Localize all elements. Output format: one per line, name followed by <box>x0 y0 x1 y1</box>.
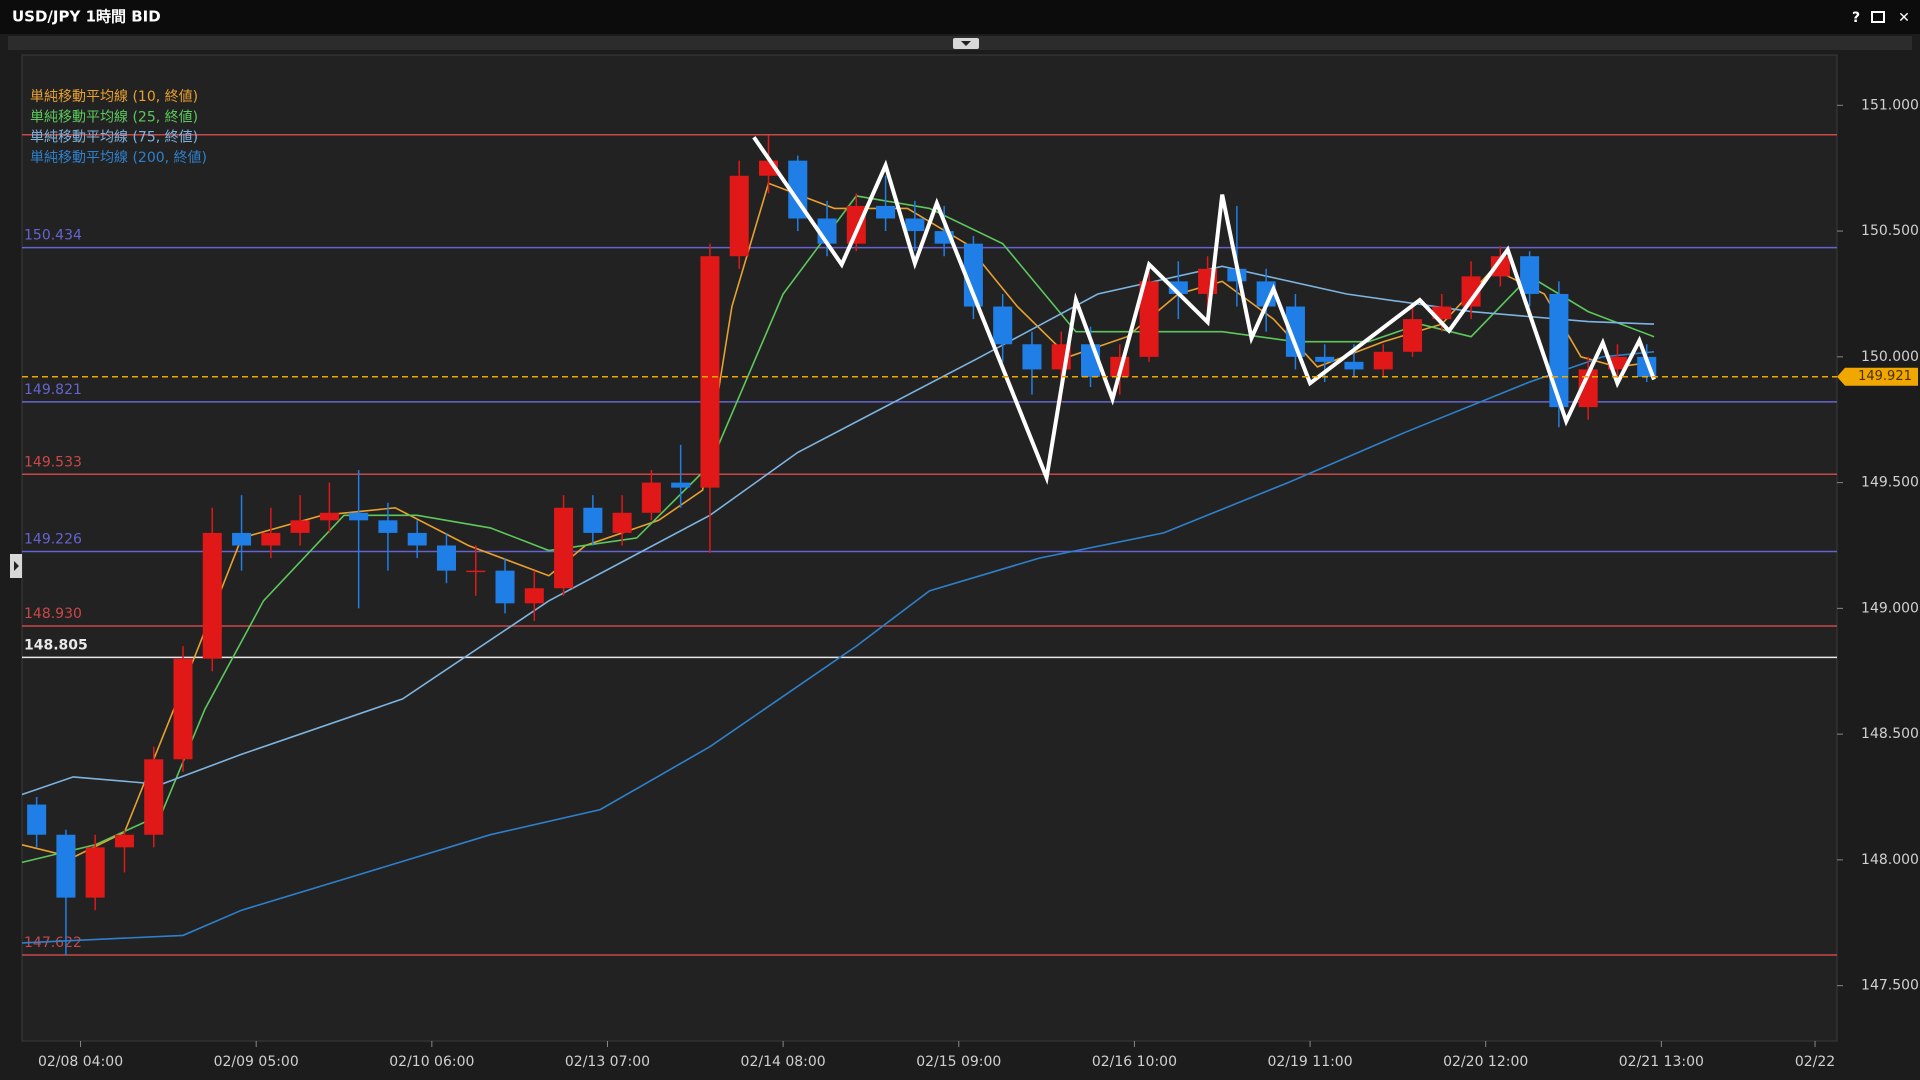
level-label: 148.930 <box>24 606 82 622</box>
x-tick-label: 02/13 07:00 <box>565 1054 650 1070</box>
help-button[interactable]: ? <box>1852 10 1860 26</box>
candle-body <box>1256 281 1276 307</box>
level-label: 149.226 <box>24 532 82 548</box>
candle-body <box>612 512 632 533</box>
candle-body <box>202 532 222 659</box>
dropdown-arrow <box>961 41 971 46</box>
candle-body <box>290 520 310 533</box>
x-tick-label: 02/08 04:00 <box>38 1054 123 1070</box>
candle-body <box>905 218 925 232</box>
close-button[interactable]: ✕ <box>1898 10 1910 26</box>
x-tick-label: 02/10 06:00 <box>389 1054 474 1070</box>
level-label: 149.821 <box>24 382 82 398</box>
candle-body <box>466 570 486 573</box>
candle-body <box>963 243 983 307</box>
candle-body <box>349 512 369 521</box>
candle-body <box>700 256 720 488</box>
y-tick-label: 150.000 <box>1861 349 1919 365</box>
legend-entry: 単純移動平均線 (25, 終値) <box>30 109 198 125</box>
moving-average-line <box>21 351 1655 944</box>
candle-body <box>261 532 281 546</box>
candle-body <box>993 306 1013 345</box>
legend-entry: 単純移動平均線 (10, 終値) <box>30 89 198 105</box>
candle-body <box>144 759 164 835</box>
y-tick-label: 148.500 <box>1861 726 1919 742</box>
y-tick-label: 149.000 <box>1861 600 1919 616</box>
candle-body <box>1022 344 1042 370</box>
candle-body <box>1344 361 1364 370</box>
candle-body <box>114 834 134 848</box>
candle-body <box>319 512 339 521</box>
window-title: USD/JPY 1時間 BID <box>12 8 161 26</box>
candle-body <box>56 834 76 898</box>
candle-body <box>1520 256 1540 294</box>
current-price-label: 149.921 <box>1858 369 1912 384</box>
level-label: 148.805 <box>24 637 88 653</box>
candle-body <box>729 175 749 257</box>
candle-body <box>1285 306 1305 357</box>
title-bar <box>0 0 1920 34</box>
candle-body <box>1139 281 1159 357</box>
x-tick-label: 02/15 09:00 <box>916 1054 1001 1070</box>
x-tick-label: 02/19 11:00 <box>1267 1054 1352 1070</box>
candle-body <box>1373 351 1393 370</box>
moving-average-line <box>21 265 1655 796</box>
y-tick-label: 149.500 <box>1861 475 1919 491</box>
x-tick-label: 02/09 05:00 <box>214 1054 299 1070</box>
candle-body <box>788 160 808 219</box>
side-tab-arrow <box>14 561 19 571</box>
x-tick-label: 02/14 08:00 <box>741 1054 826 1070</box>
legend-entry: 単純移動平均線 (75, 終値) <box>30 130 198 146</box>
candle-body <box>876 205 896 219</box>
zigzag-line <box>752 136 1656 485</box>
maximize-button[interactable] <box>1871 11 1885 23</box>
candle-body <box>1403 319 1423 352</box>
candle-body <box>671 482 691 488</box>
y-tick-label: 147.500 <box>1861 978 1919 994</box>
candle-body <box>1490 256 1510 277</box>
candle-body <box>846 205 866 244</box>
candle-body <box>1461 276 1481 307</box>
y-tick-label: 151.000 <box>1861 97 1919 113</box>
candle-body <box>583 507 603 533</box>
candle-body <box>27 804 47 835</box>
level-label: 150.434 <box>24 228 82 244</box>
candle-body <box>173 658 193 760</box>
x-tick-label: 02/21 13:00 <box>1619 1054 1704 1070</box>
candle-body <box>378 520 398 533</box>
x-tick-label: 02/22 <box>1795 1054 1835 1070</box>
candle-body <box>436 545 456 571</box>
candle-body <box>407 532 427 546</box>
level-label: 147.622 <box>24 935 82 951</box>
candle-body <box>232 532 252 546</box>
x-tick-label: 02/20 12:00 <box>1443 1054 1528 1070</box>
legend-entry: 単純移動平均線 (200, 終値) <box>30 150 207 166</box>
candle-body <box>85 847 105 898</box>
candle-body <box>1315 356 1335 362</box>
candle-body <box>1578 369 1598 408</box>
y-tick-label: 148.000 <box>1861 852 1919 868</box>
plot-area <box>21 54 1838 1042</box>
candle-body <box>641 482 661 513</box>
current-price-tag <box>1837 367 1918 386</box>
candle-body <box>554 507 574 589</box>
y-tick-label: 150.500 <box>1861 223 1919 239</box>
x-tick-label: 02/16 10:00 <box>1092 1054 1177 1070</box>
candle-body <box>524 588 544 604</box>
level-label: 149.533 <box>24 454 82 470</box>
candle-body <box>495 570 515 604</box>
candle-body <box>1549 293 1569 408</box>
